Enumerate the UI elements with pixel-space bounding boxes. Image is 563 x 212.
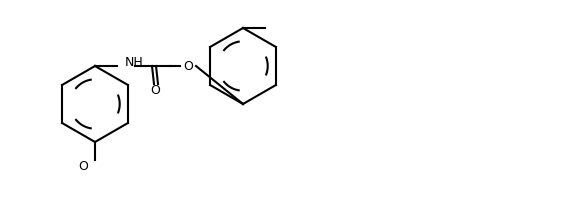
Text: O: O xyxy=(150,84,160,96)
Text: O: O xyxy=(183,60,193,73)
Text: NH: NH xyxy=(125,56,144,68)
Text: O: O xyxy=(78,160,88,173)
